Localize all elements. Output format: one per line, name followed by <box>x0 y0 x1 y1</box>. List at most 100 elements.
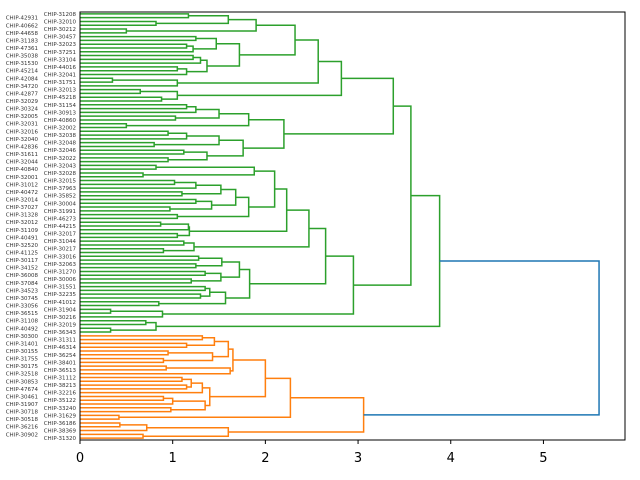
leaf-label: CHIP-36216 <box>6 425 39 431</box>
leaf-label: CHIP-32014 <box>6 197 39 203</box>
leaf-label: CHIP-30718 <box>6 410 39 416</box>
leaf-label: CHIP-31108 <box>6 319 39 325</box>
dendrogram-link <box>80 28 128 34</box>
dendrogram-link <box>80 13 190 19</box>
leaf-label: CHIP-33016 <box>44 254 77 260</box>
leaf-label: CHIP-30902 <box>6 432 38 438</box>
leaf-label: CHIP-30004 <box>44 201 77 207</box>
dendrogram-link <box>80 132 188 140</box>
leaf-label: CHIP-32520 <box>6 243 39 249</box>
leaf-label: CHIP-30853 <box>6 379 39 385</box>
dendrogram-link <box>283 77 395 135</box>
leaf-label: CHIP-31112 <box>44 376 76 382</box>
dendrogram-link <box>162 255 355 315</box>
leaf-label: CHIP-36513 <box>44 368 77 374</box>
leaf-label: CHIP-31530 <box>6 61 39 67</box>
leaf-label: CHIP-31311 <box>44 338 76 344</box>
leaf-label: CHIP-46273 <box>44 216 77 222</box>
dendrogram-link <box>186 59 208 73</box>
leaf-label: CHIP-42084 <box>6 76 39 82</box>
dendrogram-link <box>80 240 185 246</box>
dendrogram-link <box>143 166 256 176</box>
dendrogram-link <box>80 221 162 227</box>
dendrogram-link <box>80 367 231 375</box>
dendrogram-link <box>110 321 157 331</box>
leaf-label: CHIP-36343 <box>44 330 77 336</box>
dendrogram-link <box>80 310 164 318</box>
leaf-label: CHIP-30457 <box>44 35 77 41</box>
dendrogram-link <box>80 270 206 276</box>
leaf-label: CHIP-35852 <box>44 194 76 200</box>
leaf-label: CHIP-32063 <box>44 262 77 268</box>
dendrogram-link <box>195 257 223 267</box>
x-axis: 0 1 2 3 4 5 <box>76 440 548 466</box>
leaf-label: CHIP-42877 <box>6 91 39 97</box>
leaf-label: CHIP-31320 <box>44 436 77 442</box>
leaf-label: CHIP-30175 <box>6 364 39 370</box>
leaf-label: CHIP-31270 <box>44 269 77 275</box>
dendrogram-link <box>80 172 144 178</box>
leaf-label: CHIP-32022 <box>44 156 76 162</box>
leaf-label: CHIP-32019 <box>44 322 77 328</box>
leaf-label: CHIP-31629 <box>44 413 77 419</box>
leaf-label: CHIP-31328 <box>6 213 39 219</box>
leaf-label: CHIP-34720 <box>6 84 39 90</box>
dendrogram-link <box>80 308 112 314</box>
dendrogram-link <box>80 384 188 390</box>
dendrogram-link <box>80 365 167 371</box>
leaf-label: CHIP-30745 <box>6 296 39 302</box>
dendrogram-link <box>209 359 267 398</box>
dendrogram-link <box>80 327 112 333</box>
dendrogram-link <box>80 285 206 292</box>
leaf-label: CHIP-37027 <box>6 205 39 211</box>
leaf-label: CHIP-32235 <box>44 292 77 298</box>
dendrogram-link <box>181 378 192 388</box>
leaf-label: CHIP-45214 <box>6 69 39 75</box>
x-tick-label: 2 <box>261 451 269 466</box>
leaf-label: CHIP-37963 <box>44 186 77 192</box>
leaf-label: CHIP-31012 <box>6 182 38 188</box>
leaf-label: CHIP-36186 <box>44 421 77 427</box>
leaf-label: CHIP-38213 <box>44 383 77 389</box>
leaf-label: CHIP-33104 <box>44 57 77 63</box>
leaf-label: CHIP-32012 <box>6 220 38 226</box>
leaf-label: CHIP-30006 <box>44 277 77 283</box>
leaf-label: CHIP-35038 <box>6 54 39 60</box>
dendrogram-link <box>202 387 211 407</box>
leaf-label: CHIP-32043 <box>44 163 77 169</box>
dendrogram-link <box>80 43 188 49</box>
leaf-label: CHIP-32017 <box>44 232 77 238</box>
dendrogram-link <box>80 255 200 261</box>
leaf-label: CHIP-30461 <box>6 394 38 400</box>
x-tick-label: 1 <box>169 451 177 466</box>
leaf-label: CHIP-32038 <box>44 133 77 139</box>
dendrogram-link <box>249 227 327 285</box>
dendrogram-link <box>80 206 171 212</box>
dendrogram-link <box>80 335 204 341</box>
dendrogram-link <box>80 45 194 53</box>
leaf-label: CHIP-36254 <box>44 353 77 359</box>
leaf-label: CHIP-41125 <box>6 251 39 257</box>
leaf-label: CHIP-40472 <box>6 190 38 196</box>
leaf-label: CHIP-32023 <box>44 42 77 48</box>
leaf-label: CHIP-31183 <box>6 38 39 44</box>
x-tick-label: 5 <box>539 451 547 466</box>
leaf-label: CHIP-44016 <box>44 65 77 71</box>
dendrogram-link <box>80 376 183 383</box>
dendrogram-link <box>80 130 169 136</box>
dendrogram-link <box>163 352 214 362</box>
dendrogram-link <box>363 260 600 416</box>
leaf-label: CHIP-32016 <box>6 129 39 135</box>
leaf-label: CHIP-32518 <box>6 372 39 378</box>
dendrogram-link <box>225 268 251 299</box>
leaf-label: CHIP-30212 <box>44 27 76 33</box>
dendrogram-link <box>80 164 157 170</box>
leaf-label: CHIP-32216 <box>44 391 77 397</box>
dendrogram-link <box>191 272 222 282</box>
dendrogram-link <box>80 88 141 95</box>
dendrogram-link <box>168 151 208 161</box>
leaf-label: CHIP-30300 <box>6 334 39 340</box>
dendrogram-link <box>80 395 165 401</box>
x-tick-label: 0 <box>76 451 84 466</box>
leaf-label: CHIP-30155 <box>6 349 39 355</box>
